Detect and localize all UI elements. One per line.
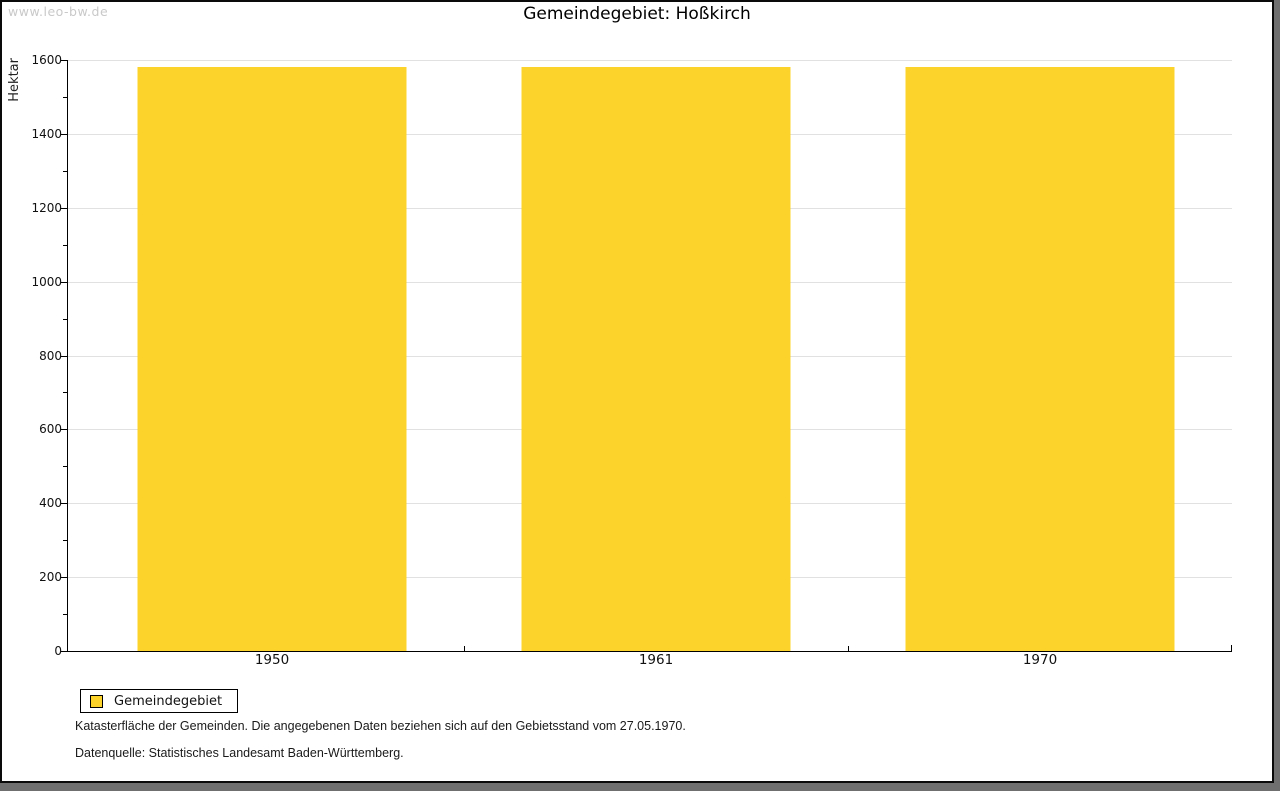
y-axis-minor-tick: [63, 466, 67, 468]
y-axis-major-tick: [61, 133, 67, 135]
bar-cell: [848, 60, 1232, 651]
footnote-description: Katasterfläche der Gemeinden. Die angege…: [75, 719, 686, 733]
y-axis-minor-tick: [63, 170, 67, 172]
y-axis-tick-label: 1000: [31, 274, 62, 289]
y-axis-minor-tick: [63, 540, 67, 542]
y-axis-tick-label: 1200: [31, 200, 62, 215]
legend-box: Gemeindegebiet: [80, 689, 239, 713]
gridline: [68, 60, 1232, 61]
y-axis-tick-label: 600: [39, 422, 62, 437]
x-axis-labels: 1950 1961 1970: [80, 652, 1232, 668]
legend-swatch-icon[interactable]: [90, 694, 103, 708]
x-axis-label-1950: 1950: [254, 652, 290, 668]
legend-label[interactable]: Gemeindegebiet: [114, 693, 223, 709]
y-axis-major-tick: [61, 207, 67, 209]
footnote-source: Datenquelle: Statistisches Landesamt Bad…: [75, 746, 404, 760]
y-axis-minor-tick: [63, 392, 67, 394]
y-axis-tick-label: 800: [39, 348, 62, 363]
y-axis-major-tick: [61, 429, 67, 431]
y-axis-tick-label: 400: [39, 496, 62, 511]
y-axis-tick-label: 200: [39, 570, 62, 585]
chart-title: Gemeindegebiet: Hoßkirch: [523, 4, 751, 24]
x-axis-end-tick: [1231, 645, 1232, 651]
plot-area: [61, 60, 1232, 652]
y-axis-major-tick: [61, 651, 67, 652]
y-axis-major-tick: [61, 355, 67, 357]
y-axis-minor-tick: [63, 318, 67, 320]
x-axis-label-1970: 1970: [1022, 652, 1058, 668]
bar-1961[interactable]: [521, 67, 791, 651]
y-axis-major-tick: [61, 503, 67, 505]
bar-cell: [464, 60, 848, 651]
watermark-link[interactable]: www.leo-bw.de: [8, 4, 109, 19]
y-axis-major-tick: [61, 281, 67, 283]
y-axis-minor-tick: [63, 244, 67, 246]
y-axis-minor-tick: [63, 96, 67, 98]
bar-1950[interactable]: [137, 67, 407, 651]
y-axis-tick-label: 1400: [31, 126, 62, 141]
y-axis-major-tick: [61, 60, 67, 61]
y-axis-tick-labels: 0 200 400 600 800 1000 1200 1400 1600: [2, 53, 62, 658]
y-axis-minor-tick: [63, 614, 67, 616]
bar-cell: [80, 60, 464, 651]
bars-row: [80, 60, 1232, 651]
x-axis-label-1961: 1961: [638, 652, 674, 668]
bar-1970[interactable]: [905, 67, 1175, 651]
y-axis-tick-label: 1600: [31, 53, 62, 67]
y-axis-major-tick: [61, 577, 67, 579]
y-axis-tick-label: 0: [54, 644, 62, 658]
x-axis-tick: [464, 646, 465, 651]
x-axis-tick: [848, 646, 849, 651]
